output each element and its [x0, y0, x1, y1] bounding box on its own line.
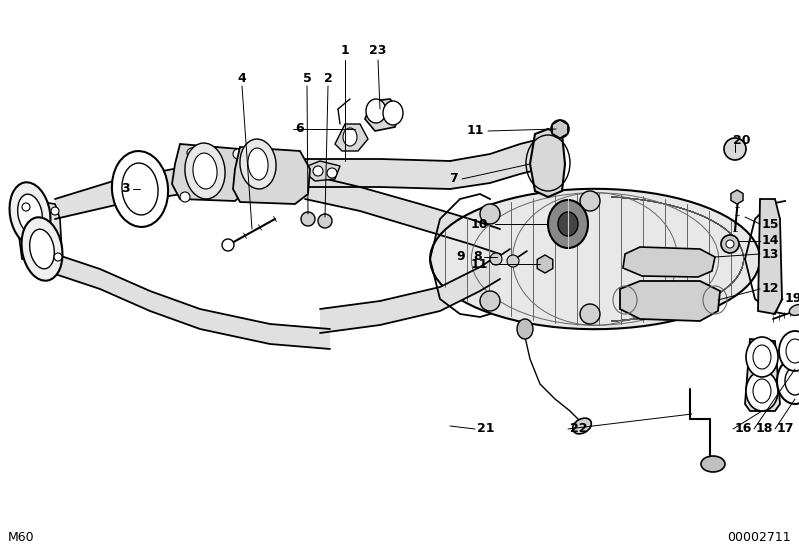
Ellipse shape [122, 163, 158, 215]
Text: 3: 3 [121, 182, 129, 196]
Ellipse shape [701, 456, 725, 472]
Ellipse shape [222, 239, 234, 251]
Text: 10: 10 [471, 217, 488, 230]
Ellipse shape [786, 339, 799, 363]
Text: 00002711: 00002711 [727, 531, 791, 544]
Text: 11: 11 [467, 125, 484, 138]
Ellipse shape [551, 120, 569, 138]
Text: 7: 7 [449, 173, 458, 186]
Text: 5: 5 [303, 73, 312, 86]
Ellipse shape [517, 319, 533, 339]
Polygon shape [18, 199, 62, 264]
Ellipse shape [10, 182, 50, 246]
Ellipse shape [726, 240, 734, 248]
Polygon shape [450, 139, 540, 189]
Ellipse shape [480, 291, 500, 311]
Polygon shape [233, 147, 310, 204]
Polygon shape [55, 254, 330, 349]
Ellipse shape [779, 331, 799, 371]
Text: 15: 15 [762, 217, 780, 230]
Ellipse shape [746, 371, 778, 411]
Text: 11: 11 [471, 258, 488, 271]
Polygon shape [731, 190, 743, 204]
Ellipse shape [777, 358, 799, 404]
Ellipse shape [187, 148, 197, 158]
Ellipse shape [112, 151, 168, 227]
Ellipse shape [366, 99, 386, 123]
Polygon shape [530, 129, 565, 197]
Polygon shape [305, 174, 500, 254]
Text: 12: 12 [762, 282, 780, 296]
Text: 6: 6 [295, 122, 304, 135]
Ellipse shape [724, 138, 746, 160]
Text: 2: 2 [324, 73, 332, 86]
Text: 20: 20 [733, 135, 751, 148]
Polygon shape [320, 254, 500, 333]
Text: 19: 19 [785, 292, 799, 306]
Ellipse shape [558, 212, 578, 236]
Ellipse shape [480, 204, 500, 224]
Ellipse shape [490, 253, 502, 265]
Text: 21: 21 [477, 423, 495, 435]
Ellipse shape [51, 207, 59, 215]
Ellipse shape [753, 345, 771, 369]
Ellipse shape [30, 229, 54, 269]
Ellipse shape [548, 200, 588, 248]
Text: 17: 17 [777, 423, 794, 435]
Ellipse shape [18, 194, 42, 234]
Ellipse shape [22, 217, 62, 281]
Ellipse shape [721, 235, 739, 253]
Ellipse shape [240, 139, 276, 189]
Ellipse shape [301, 212, 315, 226]
Ellipse shape [746, 337, 778, 377]
Ellipse shape [240, 192, 250, 202]
Ellipse shape [327, 168, 337, 178]
Ellipse shape [753, 379, 771, 403]
Polygon shape [537, 255, 553, 273]
Polygon shape [430, 189, 760, 329]
Ellipse shape [580, 304, 600, 324]
Polygon shape [623, 247, 715, 277]
Polygon shape [172, 144, 250, 201]
Polygon shape [300, 161, 340, 181]
Ellipse shape [180, 192, 190, 202]
Ellipse shape [318, 214, 332, 228]
Ellipse shape [507, 255, 519, 267]
Text: 8: 8 [473, 250, 482, 263]
Text: 22: 22 [570, 423, 587, 435]
Text: 18: 18 [756, 423, 773, 435]
Polygon shape [55, 159, 450, 219]
Text: 1: 1 [340, 45, 349, 58]
Polygon shape [758, 199, 782, 314]
Ellipse shape [22, 203, 30, 211]
Ellipse shape [789, 305, 799, 315]
Text: M60: M60 [8, 531, 34, 544]
Text: 23: 23 [369, 45, 387, 58]
Text: 4: 4 [237, 73, 246, 86]
Text: 13: 13 [762, 248, 779, 260]
Ellipse shape [573, 418, 591, 434]
Polygon shape [620, 281, 720, 321]
Text: 16: 16 [735, 423, 753, 435]
Polygon shape [335, 124, 368, 151]
Ellipse shape [580, 191, 600, 211]
Polygon shape [745, 339, 780, 411]
Ellipse shape [343, 128, 357, 146]
Ellipse shape [54, 253, 62, 261]
Polygon shape [365, 99, 400, 131]
Text: 9: 9 [456, 250, 465, 263]
Ellipse shape [233, 149, 243, 159]
Ellipse shape [383, 101, 403, 125]
Ellipse shape [313, 166, 323, 176]
Text: 14: 14 [762, 234, 780, 248]
Ellipse shape [193, 153, 217, 189]
Ellipse shape [248, 148, 268, 180]
Ellipse shape [785, 367, 799, 395]
Ellipse shape [185, 143, 225, 199]
Polygon shape [552, 120, 568, 138]
